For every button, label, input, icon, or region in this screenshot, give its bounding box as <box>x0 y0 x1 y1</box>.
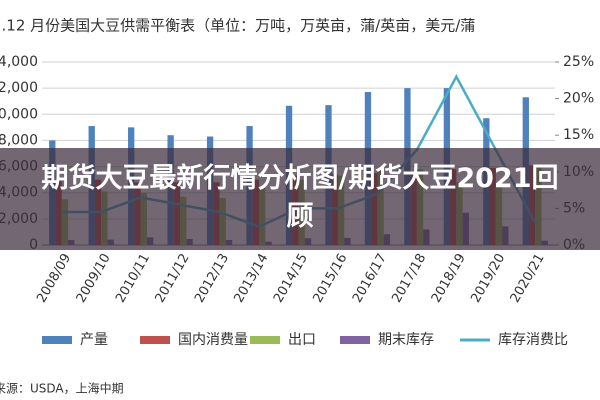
x-tick-label: 2019/20 <box>468 251 508 305</box>
x-tick-label: 2013/14 <box>232 251 272 305</box>
banner-title: 期货大豆最新行情分析图/期货大豆2021回顾 <box>41 163 559 232</box>
legend-label: 期末库存 <box>378 332 434 348</box>
y2-tick-label: 15% <box>563 127 594 143</box>
x-tick-label: 2017/18 <box>389 251 429 305</box>
y-tick-label: 14,000 <box>0 54 38 70</box>
legend-swatch <box>250 336 280 344</box>
x-tick-label: 2018/19 <box>429 251 469 305</box>
y-tick-label: 12,000 <box>0 80 38 96</box>
x-tick-label: 2014/15 <box>271 251 311 305</box>
legend-label: 产量 <box>80 332 108 348</box>
y2-tick-label: 20% <box>563 91 594 107</box>
legend-label: 库存消费比 <box>498 332 568 348</box>
x-tick-label: 2010/11 <box>113 251 153 305</box>
chart-title: 2.12 月份美国大豆供需平衡表（单位：万吨，万英亩，蒲/英亩，美元/蒲 <box>0 17 475 35</box>
legend-swatch <box>140 336 170 344</box>
banner <box>0 148 600 250</box>
x-tick-label: 2011/12 <box>153 251 193 305</box>
x-tick-label: 2012/13 <box>192 251 232 305</box>
x-tick-label: 2016/17 <box>350 251 390 305</box>
legend-label: 国内消费量 <box>178 332 248 348</box>
x-tick-label: 2020/21 <box>508 251 548 305</box>
y-tick-label: 10,000 <box>0 106 38 122</box>
x-tick-label: 2015/16 <box>310 251 350 305</box>
y2-tick-label: 25% <box>563 54 594 70</box>
legend-swatch <box>340 336 370 344</box>
legend-label: 出口 <box>288 332 316 348</box>
source-note: 来源：USDA，上海中期 <box>0 381 124 396</box>
x-tick-label: 2009/10 <box>74 251 114 305</box>
x-tick-label: 2008/09 <box>34 251 74 305</box>
y-tick-label: 8,000 <box>0 132 38 148</box>
legend-swatch <box>42 336 72 344</box>
